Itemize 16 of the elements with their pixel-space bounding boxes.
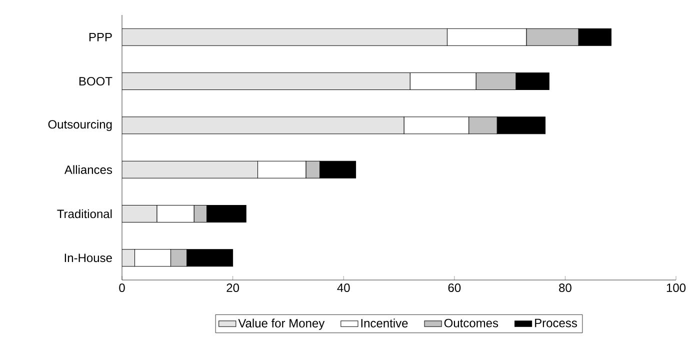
y-tick-label: Outsourcing	[48, 120, 112, 132]
legend-label: Outcomes	[444, 318, 498, 328]
legend-label: Value for Money	[238, 318, 325, 330]
x-tick-label: 20	[226, 284, 240, 292]
legend-label: Process	[535, 318, 577, 328]
y-tick-label: In-House	[64, 254, 112, 262]
y-tick-label: Traditional	[57, 209, 112, 218]
x-tick-label: 80	[559, 284, 572, 292]
x-tick-label: 60	[448, 284, 461, 292]
legend-label: Incentive	[361, 318, 408, 328]
y-tick-label: BOOT	[79, 77, 112, 86]
x-tick-label: 0	[119, 284, 125, 292]
x-tick-label: 40	[337, 284, 350, 292]
y-tick-label: Alliances	[64, 165, 112, 174]
x-tick-label: 100	[666, 284, 686, 292]
y-tick-label: PPP	[89, 32, 112, 42]
